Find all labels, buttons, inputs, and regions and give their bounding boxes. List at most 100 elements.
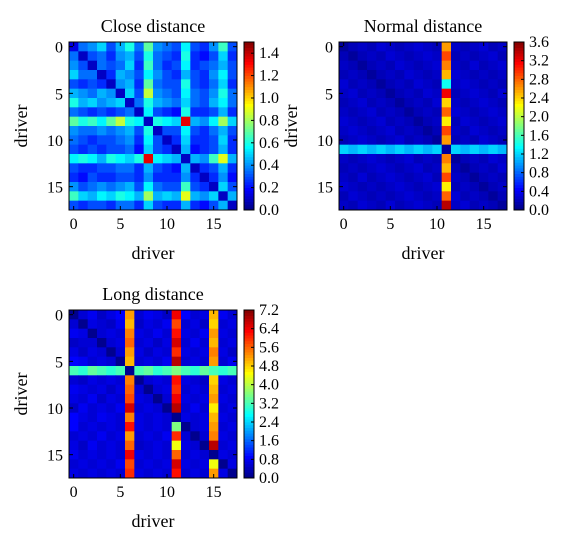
normal-distance-cell-0-3 — [367, 42, 377, 52]
long-distance-cell-4-6 — [125, 347, 135, 358]
normal-distance-cell-4-4 — [376, 79, 387, 90]
normal-distance-cell-17-10 — [432, 200, 443, 211]
long-distance-cell-6-16 — [218, 366, 229, 376]
normal-distance-cell-7-15 — [479, 107, 489, 118]
long-distance-colorbar-label-4.0: 4.0 — [259, 377, 279, 394]
normal-distance-cell-1-13 — [460, 51, 471, 62]
long-distance-cell-1-5 — [115, 319, 126, 330]
normal-distance-cell-5-15 — [479, 88, 489, 99]
close-distance-cell-8-9 — [153, 116, 163, 127]
close-distance-cell-3-12 — [181, 70, 191, 80]
long-distance-cell-0-1 — [78, 310, 89, 320]
normal-distance-cell-13-13 — [460, 163, 471, 174]
normal-distance-cell-7-14 — [469, 107, 480, 118]
close-distance-cell-4-12 — [181, 79, 191, 90]
close-distance-cell-15-16 — [218, 182, 229, 192]
long-distance-cell-2-1 — [78, 328, 89, 339]
long-distance-cell-3-10 — [162, 338, 173, 348]
long-distance-cell-7-7 — [134, 375, 145, 386]
normal-distance-cell-15-13 — [460, 182, 471, 192]
long-distance-cell-16-1 — [78, 459, 89, 470]
long-distance-colorbar-segment-5 — [244, 461, 254, 465]
long-distance-cell-13-1 — [78, 431, 89, 442]
long-distance-cell-0-17 — [227, 310, 238, 320]
close-distance-colorbar-segment-59 — [244, 42, 254, 46]
long-distance-colorbar-label-4.8: 4.8 — [259, 358, 279, 375]
long-distance-cell-2-12 — [181, 328, 191, 339]
long-distance-cell-3-4 — [106, 338, 117, 348]
close-distance-cell-6-10 — [162, 98, 173, 108]
normal-distance-colorbar-segment-32 — [514, 117, 524, 121]
long-distance-panel: Long distance driver driver 0 5 10 15 0 5 10 1… — [11, 284, 279, 531]
close-distance-colorbar-frame — [243, 41, 255, 211]
close-distance-cell-14-2 — [87, 172, 98, 183]
long-distance-cell-8-16 — [218, 384, 229, 395]
close-distance-cell-10-16 — [218, 135, 229, 146]
close-distance-cell-1-6 — [125, 51, 135, 62]
long-distance-cell-12-12 — [181, 422, 191, 432]
close-distance-colorbar-segment-26 — [244, 134, 254, 138]
long-distance-colorbar-segment-43 — [244, 354, 254, 358]
close-distance-cell-1-10 — [162, 51, 173, 62]
normal-distance-cell-7-13 — [460, 107, 471, 118]
long-distance-cell-15-4 — [106, 450, 117, 460]
long-distance-cell-7-1 — [78, 375, 89, 386]
long-distance-colorbar-label-5.6: 5.6 — [259, 339, 279, 356]
close-distance-cell-17-10 — [162, 200, 173, 211]
long-distance-cell-6-8 — [143, 366, 154, 376]
normal-distance-cell-3-12 — [451, 70, 461, 80]
close-distance-colorbar-segment-21 — [244, 148, 254, 152]
long-distance-cell-2-7 — [134, 328, 145, 339]
long-distance-cell-16-0 — [69, 459, 79, 470]
close-distance-colorbar-segment-0 — [244, 207, 254, 211]
close-distance-colorbar-segment-46 — [244, 78, 254, 82]
normal-distance-xticks: 0 5 10 15 — [340, 42, 492, 233]
close-distance-cell-14-6 — [125, 172, 135, 183]
close-distance-cell-4-17 — [227, 79, 238, 90]
normal-distance-cell-11-8 — [413, 144, 424, 155]
normal-distance-cell-9-11 — [441, 126, 452, 136]
normal-distance-cell-0-0 — [339, 42, 349, 52]
normal-distance-cell-5-3 — [367, 88, 377, 99]
close-distance-cell-17-9 — [153, 200, 163, 211]
long-distance-colorbar-segment-14 — [244, 436, 254, 440]
normal-distance-colorbar-segment-40 — [514, 95, 524, 99]
normal-distance-colorbar-segment-4 — [514, 196, 524, 200]
normal-distance-cell-12-0 — [339, 154, 349, 164]
long-distance-cell-6-10 — [162, 366, 173, 376]
normal-distance-cell-5-14 — [469, 88, 480, 99]
close-distance-cell-1-12 — [181, 51, 191, 62]
close-distance-cell-16-0 — [69, 191, 79, 202]
normal-distance-cell-7-2 — [357, 107, 368, 118]
normal-distance-cell-0-4 — [376, 42, 387, 52]
close-distance-colorbar-segment-32 — [244, 117, 254, 121]
normal-distance-colorbar-label-1.2: 1.2 — [529, 146, 549, 163]
long-distance-cell-5-5 — [115, 356, 126, 367]
close-distance-cell-15-9 — [153, 182, 163, 192]
long-distance-cell-6-15 — [209, 366, 219, 376]
close-distance-cell-3-15 — [209, 70, 219, 80]
long-distance-cell-8-9 — [153, 384, 163, 395]
normal-distance-cell-9-17 — [497, 126, 508, 136]
close-distance-colorbar-label-1.0: 1.0 — [259, 90, 279, 107]
normal-distance-cell-6-2 — [357, 98, 368, 108]
normal-distance-cell-8-4 — [376, 116, 387, 127]
normal-distance-cell-14-14 — [469, 172, 480, 183]
long-distance-cell-5-0 — [69, 356, 79, 367]
close-distance-cell-7-14 — [199, 107, 210, 118]
close-distance-cell-7-11 — [171, 107, 182, 118]
long-distance-cell-6-2 — [87, 366, 98, 376]
close-distance-colorbar-segment-57 — [244, 47, 254, 51]
long-distance-cell-0-6 — [125, 310, 135, 320]
close-distance-frame — [68, 41, 238, 211]
long-distance-cell-17-17 — [227, 468, 238, 479]
normal-distance-colorbar-segment-38 — [514, 100, 524, 104]
normal-distance-xtick-label-10: 10 — [429, 216, 445, 233]
long-distance-cell-7-11 — [171, 375, 182, 386]
long-distance-cell-6-5 — [115, 366, 126, 376]
close-distance-cell-9-6 — [125, 126, 135, 136]
long-distance-cell-3-6 — [125, 338, 135, 348]
normal-distance-colorbar-segment-50 — [514, 67, 524, 71]
normal-distance-ytick-label-0: 0 — [325, 40, 333, 57]
normal-distance-cell-1-12 — [451, 51, 461, 62]
